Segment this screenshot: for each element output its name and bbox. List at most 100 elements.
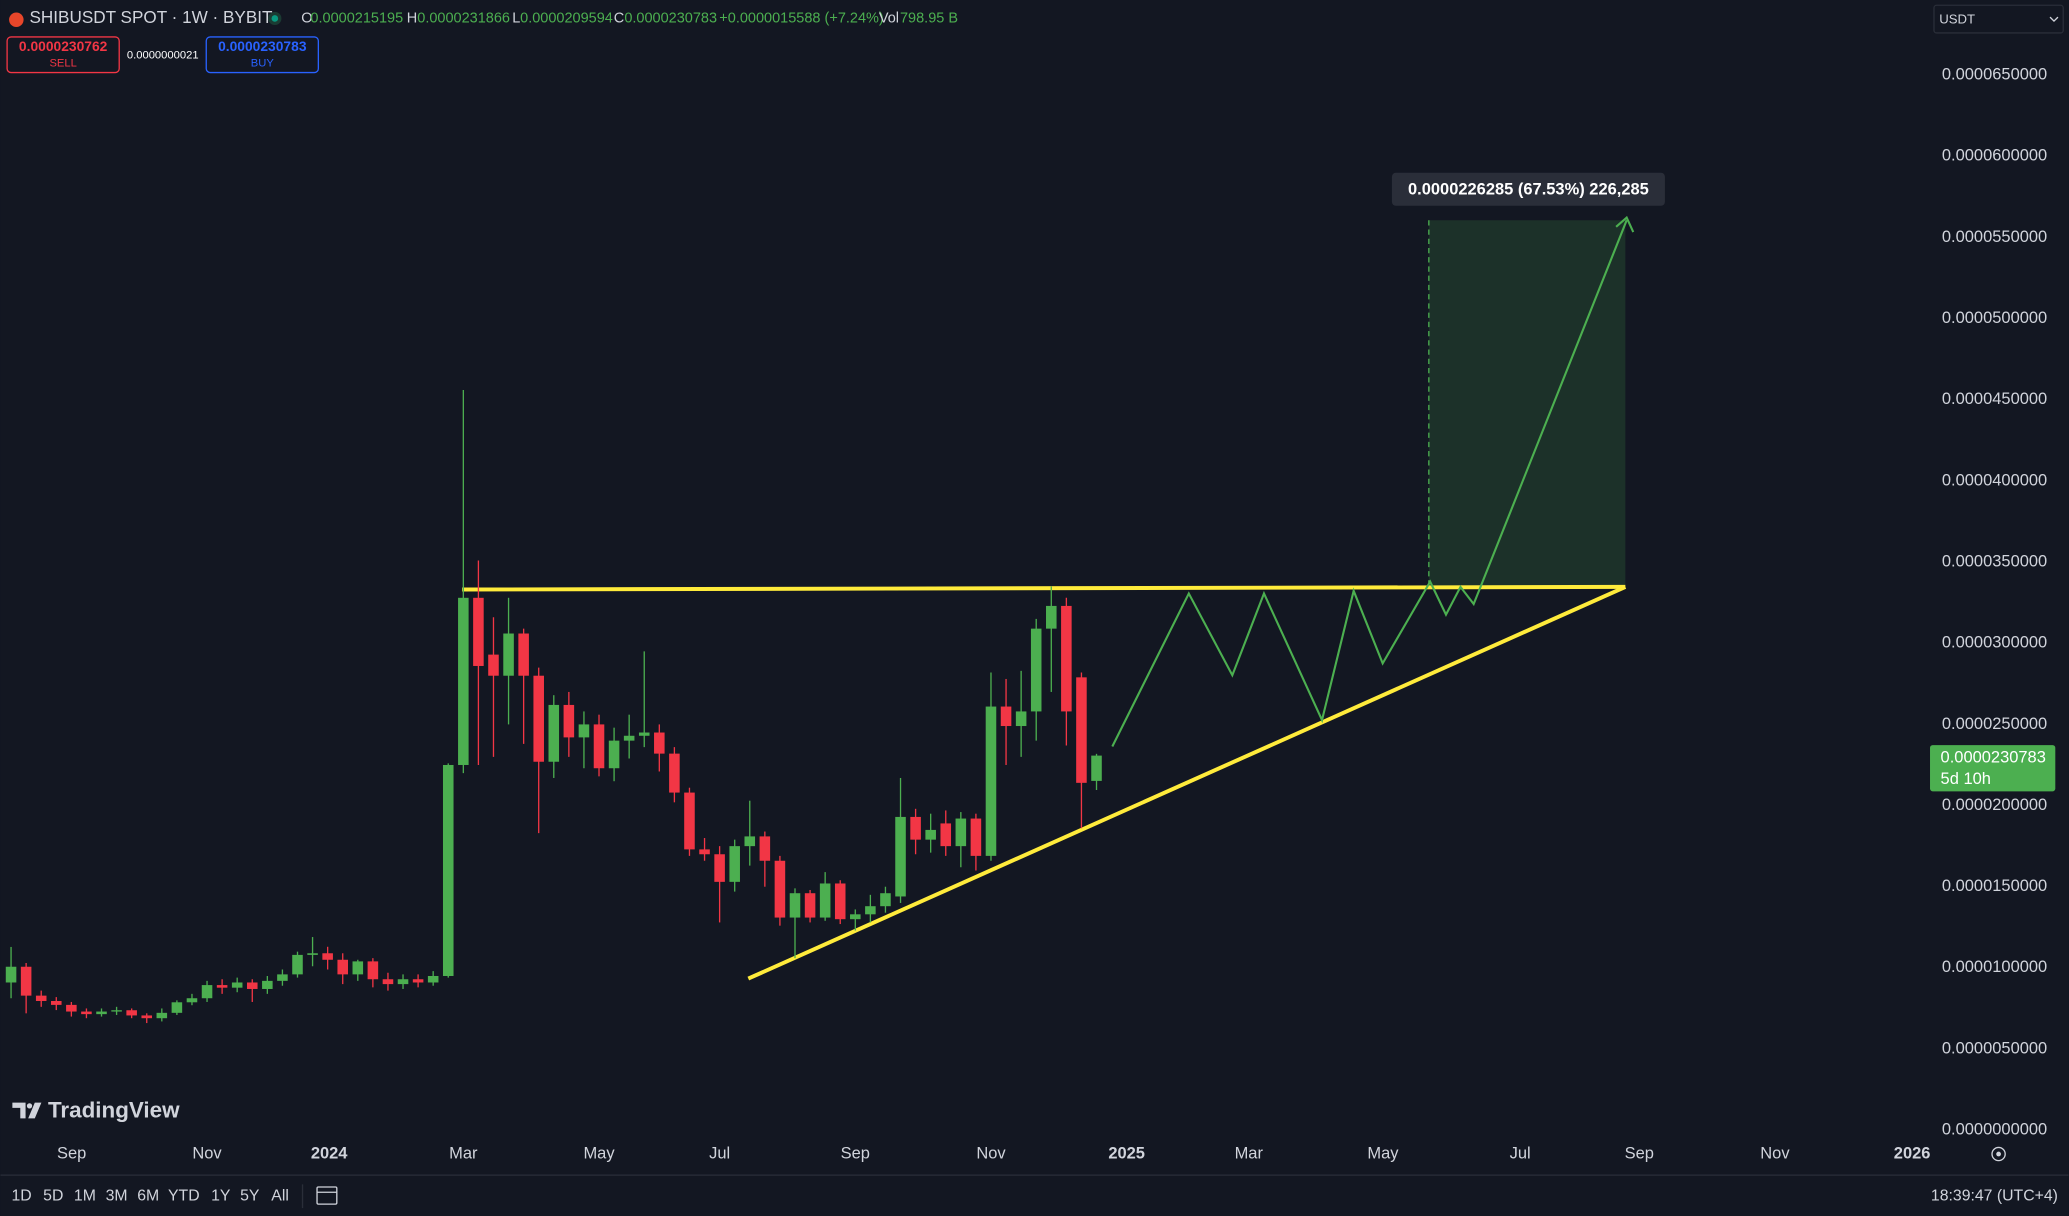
projection-path: [1111, 219, 1628, 747]
support-line: [747, 585, 1627, 981]
candle-body: [699, 849, 710, 855]
candle-body: [35, 995, 47, 1001]
candle-body: [337, 959, 349, 975]
range-button[interactable]: 5Y: [240, 1187, 260, 1204]
ohlc-label: L: [512, 10, 520, 26]
x-tick-label: Sep: [841, 1144, 870, 1162]
sell-box: [6, 36, 120, 74]
sell-button[interactable]: 0.0000230762 SELL: [6, 36, 120, 74]
buy-price: 0.0000230783: [218, 38, 307, 54]
candle-body: [382, 979, 394, 985]
candle-body: [292, 954, 303, 975]
settings-dot: [1996, 1151, 2001, 1157]
x-tick-label: Mar: [1235, 1144, 1264, 1162]
candle-body: [126, 1010, 137, 1016]
date-range-button[interactable]: [316, 1186, 338, 1205]
y-tick-label: 0.0000350000: [1942, 552, 2047, 570]
last-price-tag: [1930, 745, 2056, 792]
candle-body: [518, 633, 529, 676]
range-button[interactable]: 1D: [11, 1187, 31, 1204]
candle-body: [473, 597, 484, 666]
resistance-line: [462, 584, 1626, 592]
candle-body: [412, 979, 424, 983]
buy-box: [205, 36, 320, 74]
candle-body: [5, 966, 17, 983]
range-button[interactable]: 1M: [74, 1187, 96, 1204]
y-tick-label: 0.0000300000: [1942, 634, 2047, 652]
projection-zone: [1428, 220, 1626, 587]
y-tick-label: 0.0000050000: [1942, 1039, 2047, 1057]
candle-body: [156, 1012, 168, 1019]
ohlc-value: 0.0000230783: [624, 10, 717, 26]
clock: 18:39:47 (UTC+4): [1931, 1187, 2058, 1204]
y-tick-label: 0.0000400000: [1942, 471, 2047, 489]
candle-body: [850, 914, 861, 920]
candle-body: [865, 906, 876, 915]
candle-body: [669, 753, 680, 793]
candle-body: [201, 985, 213, 999]
range-button[interactable]: 3M: [106, 1187, 128, 1204]
candle-body: [759, 836, 771, 861]
countdown: 5d 10h: [1941, 770, 1991, 788]
range-button[interactable]: 1Y: [211, 1187, 231, 1204]
candle-body: [307, 953, 318, 955]
y-tick-label: 0.0000600000: [1942, 147, 2047, 165]
price-change: +0.0000015588 (+7.24%): [719, 10, 883, 26]
volume-label: Vol: [879, 10, 899, 26]
candle-body: [744, 836, 756, 847]
y-tick-label: 0.0000450000: [1942, 390, 2047, 408]
candle-body: [985, 706, 997, 856]
buy-button[interactable]: 0.0000230783 BUY: [205, 36, 320, 74]
settings-icon: [1991, 1146, 2006, 1162]
candle-body: [714, 854, 725, 882]
y-tick-label: 0.0000550000: [1942, 228, 2047, 246]
calendar-icon: [316, 1186, 338, 1205]
annotation-box: [1391, 172, 1665, 206]
logo: [12, 1102, 42, 1119]
candle-body: [141, 1015, 153, 1019]
candle-body: [171, 1002, 183, 1013]
x-tick-label: Nov: [976, 1144, 1006, 1162]
chart-settings[interactable]: [1991, 1146, 2006, 1162]
candle-body: [593, 724, 605, 769]
currency-dropdown[interactable]: USDT: [1933, 4, 2064, 34]
status-dot: [271, 15, 279, 22]
range-button[interactable]: 6M: [137, 1187, 159, 1204]
candle-body: [488, 654, 499, 676]
x-tick-label: Jul: [709, 1144, 730, 1162]
candle-body: [638, 732, 650, 736]
y-tick-label: 0.0000650000: [1942, 66, 2047, 84]
symbol-icon: [9, 12, 24, 28]
candle-body: [1076, 677, 1087, 783]
candle-body: [51, 1000, 62, 1005]
candle-body: [940, 823, 952, 847]
last-price: 0.0000230783: [1941, 749, 2046, 767]
candle-body: [729, 846, 740, 882]
candle-body: [367, 961, 379, 980]
candle-body: [563, 704, 575, 738]
candle-body: [262, 980, 273, 989]
y-tick-label: 0.0000150000: [1942, 877, 2047, 895]
candle-body: [548, 704, 560, 762]
x-tick-label: 2025: [1108, 1144, 1145, 1162]
candle-body: [623, 735, 635, 741]
range-button[interactable]: YTD: [168, 1187, 200, 1204]
range-button[interactable]: 5D: [43, 1187, 63, 1204]
candle-body: [503, 633, 514, 676]
candle-body: [322, 953, 333, 960]
candle-body: [789, 893, 801, 918]
candle-body: [925, 829, 936, 840]
x-tick-label: Jul: [1510, 1144, 1531, 1162]
candle-body: [684, 792, 695, 850]
candle-body: [81, 1011, 92, 1015]
candle-body: [1015, 711, 1027, 727]
candle-body: [1061, 605, 1072, 712]
candle-body: [111, 1010, 122, 1012]
ohlc-label: C: [614, 10, 624, 26]
range-button[interactable]: All: [271, 1187, 289, 1204]
candle-body: [819, 883, 831, 918]
ohlc-value: 0.0000209594: [520, 10, 613, 26]
candle-body: [1046, 605, 1057, 629]
